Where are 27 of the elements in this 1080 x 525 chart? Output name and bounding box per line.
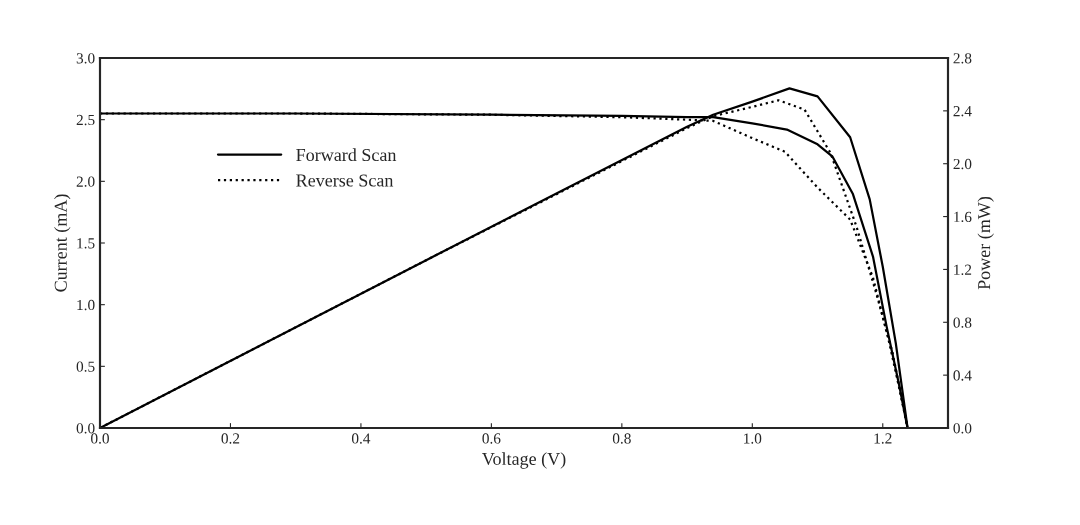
y2-tick-label: 0.0 [953,423,972,434]
y2-tick-label: 2.0 [953,158,972,170]
y2-tick-label: 2.4 [953,106,972,117]
y-axis-title: Current (mA) [54,194,71,292]
x-tick-label: 0.4 [351,433,371,444]
x-tick-label: 0.2 [221,433,240,444]
y-tick-label: 0.0 [76,423,95,434]
x-axis-title: Voltage (V) [482,452,566,469]
y2-tick-label: 1.2 [954,264,972,275]
y-tick-label: 2.0 [76,176,95,187]
x-tick-label: 0.8 [612,433,631,444]
x-tick-label: 1.0 [744,433,762,444]
y-tick-label: 3.0 [76,53,95,64]
y-tick-label: 2.5 [76,114,95,126]
y-tick-label: 1.0 [77,299,95,311]
legend-label: Reverse Scan [296,174,394,187]
x-tick-label: 1.2 [874,433,892,444]
y2-tick-label: 0.8 [953,317,972,328]
y-tick-label: 1.5 [77,238,95,249]
x-tick-label: 0.6 [482,433,501,444]
y2-tick-label: 0.4 [953,370,972,381]
y-tick-label: 0.5 [76,361,95,372]
legend-label: Forward Scan [296,148,397,162]
y2-tick-label: 2.8 [953,53,972,64]
y2-tick-label: 1.6 [954,211,972,223]
y2-axis-title: Power (mW) [977,196,994,290]
x-tick-label: 0.0 [91,433,109,444]
